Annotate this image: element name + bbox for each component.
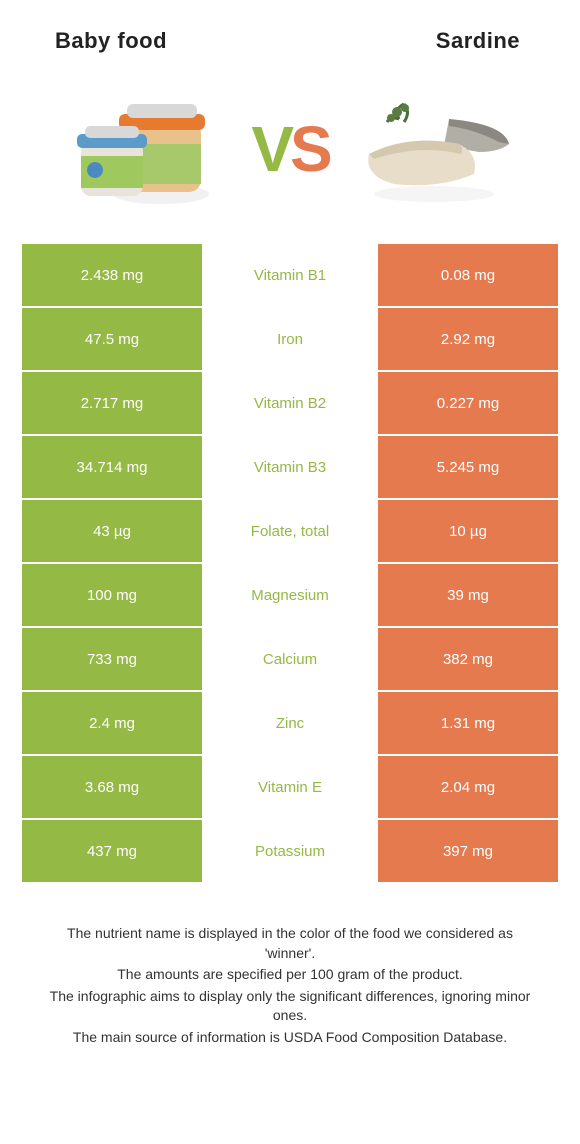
nutrient-table: 2.438 mgVitamin B10.08 mg47.5 mgIron2.92… xyxy=(22,244,558,882)
footer-line-3: The infographic aims to display only the… xyxy=(40,987,540,1026)
footer-line-1: The nutrient name is displayed in the co… xyxy=(40,924,540,963)
right-value-cell: 397 mg xyxy=(378,820,558,882)
left-value-cell: 733 mg xyxy=(22,628,202,690)
table-row: 437 mgPotassium397 mg xyxy=(22,820,558,882)
vs-label: V S xyxy=(251,117,328,181)
left-value-cell: 2.438 mg xyxy=(22,244,202,306)
table-row: 2.438 mgVitamin B10.08 mg xyxy=(22,244,558,306)
right-value-cell: 2.04 mg xyxy=(378,756,558,818)
right-value-cell: 39 mg xyxy=(378,564,558,626)
nutrient-label-cell: Vitamin E xyxy=(202,756,378,818)
table-row: 34.714 mgVitamin B35.245 mg xyxy=(22,436,558,498)
right-value-cell: 10 µg xyxy=(378,500,558,562)
left-value-cell: 100 mg xyxy=(22,564,202,626)
footer-line-2: The amounts are specified per 100 gram o… xyxy=(40,965,540,985)
right-value-cell: 2.92 mg xyxy=(378,308,558,370)
left-value-cell: 34.714 mg xyxy=(22,436,202,498)
table-row: 733 mgCalcium382 mg xyxy=(22,628,558,690)
images-row: V S xyxy=(0,64,580,244)
table-row: 2.717 mgVitamin B20.227 mg xyxy=(22,372,558,434)
right-value-cell: 5.245 mg xyxy=(378,436,558,498)
table-row: 3.68 mgVitamin E2.04 mg xyxy=(22,756,558,818)
table-row: 100 mgMagnesium39 mg xyxy=(22,564,558,626)
table-row: 2.4 mgZinc1.31 mg xyxy=(22,692,558,754)
vs-s: S xyxy=(290,117,329,181)
nutrient-label-cell: Vitamin B1 xyxy=(202,244,378,306)
left-value-cell: 437 mg xyxy=(22,820,202,882)
baby-food-image xyxy=(61,84,231,214)
left-value-cell: 2.717 mg xyxy=(22,372,202,434)
left-value-cell: 43 µg xyxy=(22,500,202,562)
nutrient-label-cell: Folate, total xyxy=(202,500,378,562)
right-value-cell: 0.08 mg xyxy=(378,244,558,306)
right-value-cell: 0.227 mg xyxy=(378,372,558,434)
footer-notes: The nutrient name is displayed in the co… xyxy=(0,884,580,1048)
sardine-image xyxy=(349,84,519,214)
nutrient-label-cell: Zinc xyxy=(202,692,378,754)
right-food-title: Sardine xyxy=(436,28,520,54)
left-value-cell: 47.5 mg xyxy=(22,308,202,370)
nutrient-label-cell: Potassium xyxy=(202,820,378,882)
table-row: 47.5 mgIron2.92 mg xyxy=(22,308,558,370)
nutrient-label-cell: Magnesium xyxy=(202,564,378,626)
nutrient-label-cell: Calcium xyxy=(202,628,378,690)
footer-line-4: The main source of information is USDA F… xyxy=(40,1028,540,1048)
table-row: 43 µgFolate, total10 µg xyxy=(22,500,558,562)
right-value-cell: 1.31 mg xyxy=(378,692,558,754)
nutrient-label-cell: Vitamin B2 xyxy=(202,372,378,434)
left-value-cell: 3.68 mg xyxy=(22,756,202,818)
left-food-title: Baby food xyxy=(55,28,167,54)
header-row: Baby food Sardine xyxy=(0,0,580,64)
right-value-cell: 382 mg xyxy=(378,628,558,690)
vs-v: V xyxy=(251,117,290,181)
left-value-cell: 2.4 mg xyxy=(22,692,202,754)
nutrient-label-cell: Iron xyxy=(202,308,378,370)
nutrient-label-cell: Vitamin B3 xyxy=(202,436,378,498)
